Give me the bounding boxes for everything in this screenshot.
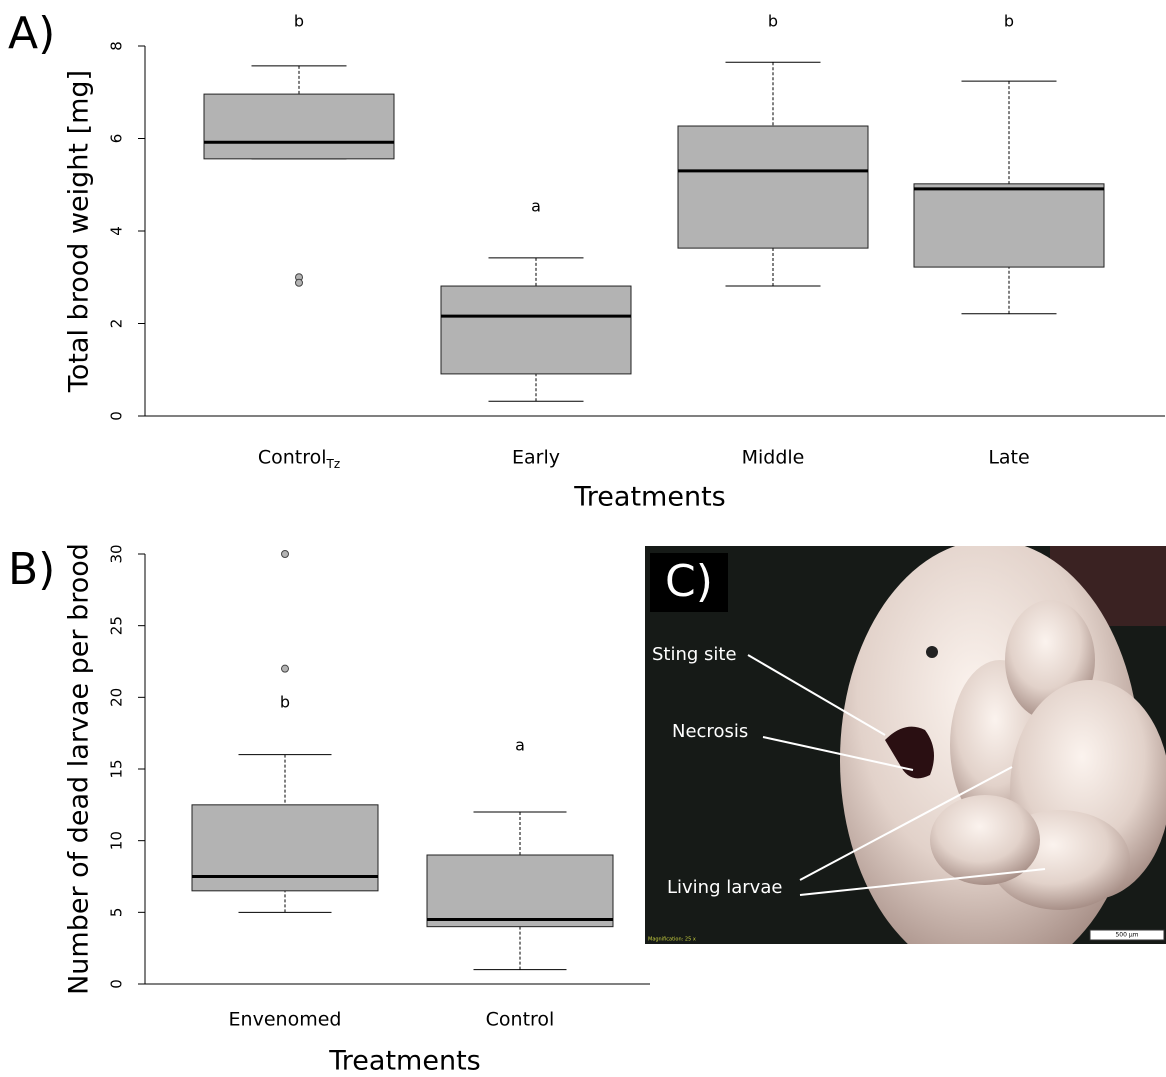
x-tick-label: Late [988,447,1029,469]
panel-label: C) [665,556,713,607]
y-tick-label: 0 [108,411,126,421]
y-tick-label: 0 [108,979,126,989]
box [427,855,613,927]
x-tick-label: Early [512,447,560,469]
significance-letter: a [515,736,525,755]
outlier [282,551,289,558]
significance-letter: b [768,12,778,31]
significance-letter: b [280,693,290,712]
subscript: Tz [326,457,341,471]
y-tick-label: 6 [108,134,126,144]
y-axis-title: Number of dead larvae per brood [64,543,95,995]
y-tick-label: 8 [108,41,126,51]
x-tick-label: Envenomed [229,1009,342,1031]
box [441,286,631,374]
y-tick-label: 25 [108,616,126,635]
y-tick-label: 2 [108,319,126,329]
outlier [296,279,303,286]
y-axis-title: Total brood weight [mg] [64,70,95,393]
y-tick-label: 10 [108,831,126,850]
y-tick-label: 20 [108,688,126,707]
y-tick-label: 30 [108,544,126,563]
photo: C) Sting site Necrosis Living larvae Mag… [645,540,1166,980]
box [678,126,868,248]
y-tick-label: 5 [108,908,126,918]
significance-letter: a [531,197,541,216]
significance-letter: b [1004,12,1014,31]
y-tick-label: 4 [108,226,126,236]
x-axis-title: Treatments [328,1046,480,1077]
significance-letter: b [294,12,304,31]
outlier [282,665,289,672]
x-axis-title: Treatments [573,482,725,513]
annotation: Necrosis [672,721,748,742]
annotation: Sting site [652,644,737,665]
panel-label: B) [8,544,55,595]
x-tick-label: ControlTz [258,447,340,471]
annotation: Living larvae [667,877,782,898]
scale-bar-label: 500 µm [1115,932,1138,939]
magnification: Magnification: 25 x [648,937,696,943]
x-tick-label: Control [486,1009,555,1031]
box [914,184,1104,267]
panel-label: A) [8,8,55,59]
y-tick-label: 15 [108,759,126,778]
x-tick-label: Middle [742,447,805,469]
box [204,94,394,159]
figure: C) Sting site Necrosis Living larvae Mag… [0,0,1166,1077]
